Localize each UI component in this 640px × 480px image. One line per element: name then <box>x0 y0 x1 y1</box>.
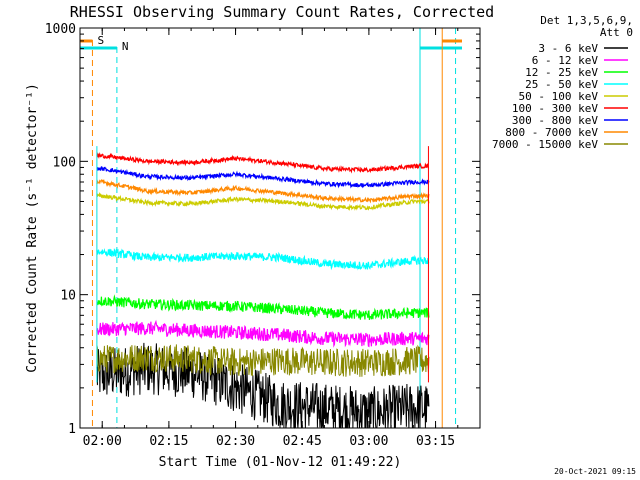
legend-header-line-1: Det 1,3,5,6,9, <box>540 14 633 27</box>
series-25-50-kev <box>96 247 430 271</box>
series-100-300-kev <box>96 152 430 174</box>
flag-n-label: N <box>122 40 129 53</box>
legend-label: 300 - 800 keV <box>512 114 598 127</box>
legend-label: 800 - 7000 keV <box>505 126 598 139</box>
chart-title: RHESSI Observing Summary Count Rates, Co… <box>70 3 494 21</box>
legend-header-line-2: Att 0 <box>600 26 633 39</box>
x-tick-label: 03:15 <box>416 434 455 449</box>
y-tick-label: 100 <box>53 155 76 170</box>
series-300-800-kev <box>96 166 430 189</box>
x-tick-label: 02:00 <box>83 434 122 449</box>
series-800-7000-kev <box>96 178 430 204</box>
legend-label: 6 - 12 keV <box>532 54 599 67</box>
series-line <box>96 166 430 189</box>
series-12-25-kev <box>96 294 430 320</box>
series-line <box>96 191 430 212</box>
x-tick-label: 02:15 <box>149 434 188 449</box>
legend-label: 12 - 25 keV <box>525 66 598 79</box>
legend-label: 25 - 50 keV <box>525 78 598 91</box>
series-line <box>96 152 430 174</box>
series-7000-15000-kev <box>96 344 430 377</box>
series-line <box>96 344 430 377</box>
x-tick-label: 03:00 <box>349 434 388 449</box>
y-axis-label: Corrected Count Rate (s⁻¹ detector⁻¹) <box>25 83 40 373</box>
timestamp: 20-Oct-2021 09:15 <box>554 467 636 476</box>
x-axis-label: Start Time (01-Nov-12 01:49:22) <box>159 455 402 470</box>
flag-s-label: S <box>97 34 104 47</box>
legend-label: 100 - 300 keV <box>512 102 598 115</box>
series-6-12-kev <box>96 319 430 348</box>
series-line <box>96 319 430 348</box>
y-tick-label: 1000 <box>45 22 76 37</box>
legend-label: 7000 - 15000 keV <box>492 138 598 151</box>
series-line <box>96 178 430 204</box>
legend-label: 50 - 100 keV <box>519 90 599 103</box>
axes: 02:00 02:15 02:30 02:45 03:00 03:15 1 10 100 1000 <box>45 22 481 449</box>
legend-label: 3 - 6 keV <box>538 42 598 55</box>
series-layer <box>96 146 430 429</box>
x-tick-label: 02:45 <box>283 434 322 449</box>
x-tick-label: 02:30 <box>216 434 255 449</box>
series-50-100-kev <box>96 191 430 212</box>
series-line <box>96 294 430 320</box>
series-line <box>96 247 430 271</box>
y-tick-label: 1 <box>68 422 76 437</box>
y-tick-label: 10 <box>60 289 76 304</box>
